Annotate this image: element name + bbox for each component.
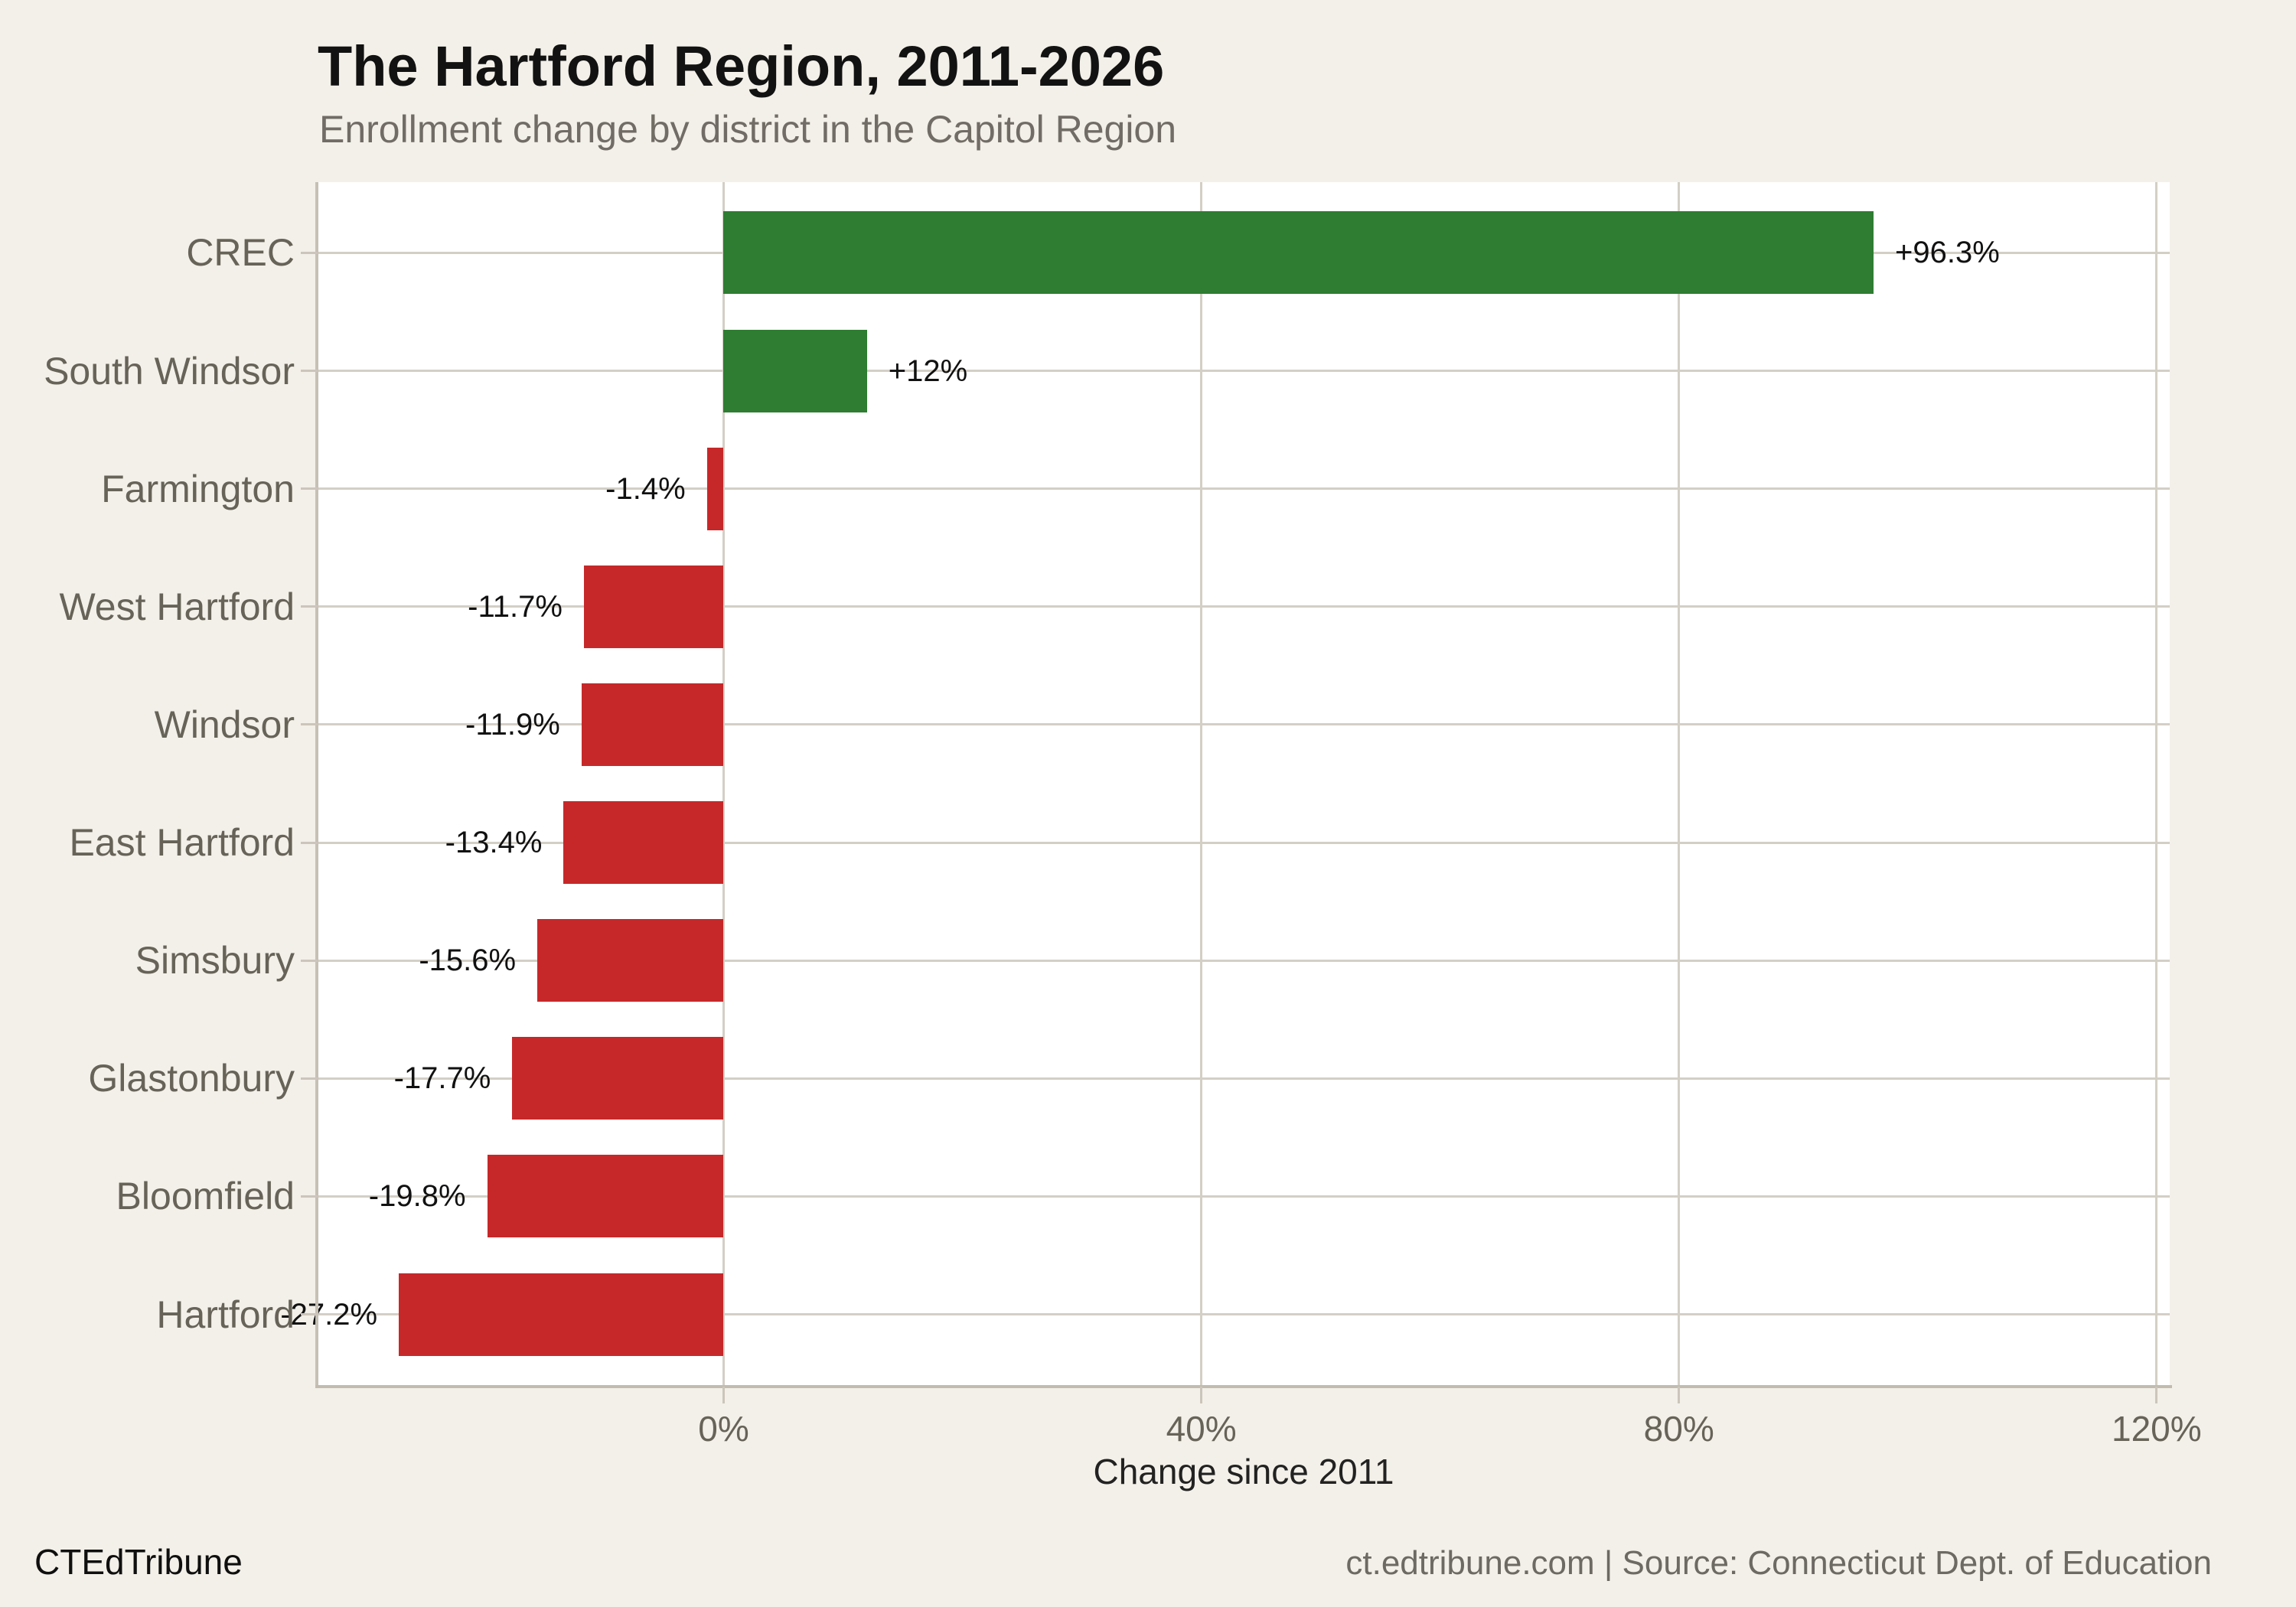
bar — [399, 1273, 724, 1356]
bar — [723, 329, 867, 412]
gridline-v — [2155, 182, 2158, 1385]
bar-value-label: +12% — [888, 354, 968, 388]
y-axis-labels: CREC South Windsor Farmington West Hartford… — [0, 182, 295, 1385]
x-tick-label: 120% — [2112, 1409, 2202, 1449]
y-axis-label: Simsbury — [135, 939, 295, 983]
gridline-h — [318, 1313, 2170, 1316]
bar-value-label: -11.7% — [468, 589, 563, 624]
bar-value-label: -13.4% — [445, 826, 543, 860]
bar-value-label: -1.4% — [605, 471, 686, 506]
y-axis-label: Bloomfield — [116, 1175, 295, 1218]
x-tick-mark — [722, 1387, 725, 1403]
y-tick-mark — [301, 841, 318, 844]
y-tick-mark — [301, 1313, 318, 1316]
bar-value-label: -11.9% — [465, 707, 560, 742]
y-axis-line — [315, 182, 318, 1388]
bar-value-label: -19.8% — [368, 1179, 466, 1214]
footer-brand: CTEdTribune — [34, 1542, 243, 1582]
bar — [487, 1155, 724, 1238]
y-axis-label: East Hartford — [69, 821, 295, 865]
y-axis-label: Hartford — [156, 1292, 295, 1336]
y-axis-label: Windsor — [154, 702, 295, 746]
x-axis-title: Change since 2011 — [1093, 1452, 1394, 1491]
x-tick-mark — [2155, 1387, 2158, 1403]
gridline-h — [318, 959, 2170, 962]
y-axis-label: Glastonbury — [88, 1057, 295, 1100]
bar-value-label: -15.6% — [419, 944, 517, 978]
bar — [723, 211, 1874, 295]
y-tick-mark — [301, 605, 318, 608]
gridline-h — [318, 1077, 2170, 1080]
x-axis-line — [315, 1385, 2172, 1388]
y-axis-label: West Hartford — [59, 585, 295, 628]
x-tick-label: 80% — [1643, 1409, 1714, 1449]
x-tick-label: 0% — [698, 1409, 749, 1449]
bar — [706, 447, 724, 530]
gridline-h — [318, 370, 2170, 373]
gridline-v — [1200, 182, 1203, 1385]
plot-panel: +96.3% +12% -1.4% -11.7% -11.9% -13.4% -15.6% -… — [280, 182, 2170, 1385]
bar — [563, 801, 724, 885]
x-tick-mark — [1678, 1387, 1681, 1403]
gridline-h — [318, 1195, 2170, 1198]
gridline-h — [318, 487, 2170, 491]
gridline-v — [722, 182, 725, 1385]
bar — [512, 1037, 724, 1120]
y-tick-mark — [301, 487, 318, 491]
gridline-v — [1678, 182, 1681, 1385]
y-axis-label: South Windsor — [44, 349, 295, 393]
y-tick-mark — [301, 1195, 318, 1198]
y-tick-mark — [301, 959, 318, 962]
y-axis-label: Farmington — [101, 467, 295, 510]
gridline-h — [318, 605, 2170, 608]
x-tick-mark — [1200, 1387, 1203, 1403]
y-tick-mark — [301, 370, 318, 373]
bar-value-label: +96.3% — [1895, 236, 2000, 270]
bar — [583, 565, 724, 648]
y-tick-mark — [301, 1077, 318, 1080]
bar — [581, 683, 724, 766]
chart-subtitle: Enrollment change by district in the Cap… — [319, 108, 1177, 151]
gridline-h — [318, 723, 2170, 726]
y-tick-mark — [301, 723, 318, 726]
footer-source: ct.edtribune.com | Source: Connecticut D… — [1345, 1544, 2212, 1582]
y-tick-mark — [301, 251, 318, 254]
chart-title: The Hartford Region, 2011-2026 — [318, 34, 1165, 98]
bar — [537, 919, 724, 1002]
bar-value-label: -27.2% — [280, 1297, 378, 1332]
x-tick-label: 40% — [1166, 1409, 1237, 1449]
gridline-h — [318, 841, 2170, 844]
bar-value-label: -17.7% — [393, 1061, 491, 1096]
y-axis-label: CREC — [186, 231, 295, 275]
